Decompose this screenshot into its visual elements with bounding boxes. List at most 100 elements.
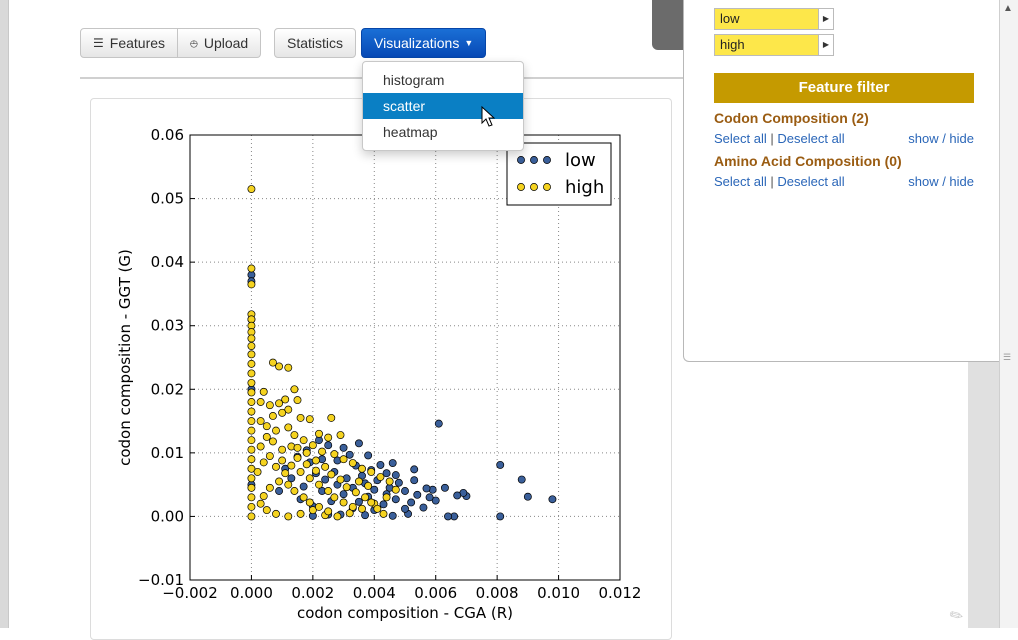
legend-box [506,142,612,206]
group-title-amino-acid[interactable]: Amino Acid Composition (0) [714,153,902,169]
data-point-low [496,460,505,469]
data-point-high [275,362,284,371]
dropdown-item-scatter[interactable]: scatter [363,93,523,119]
data-point-high [382,493,391,502]
visualizations-button[interactable]: Visualizations ▼ [361,28,487,58]
side-panel [683,0,1000,362]
deselect-all-link[interactable]: Deselect all [777,131,845,146]
class-tag-high-label: high [720,37,745,52]
data-point-high [256,398,265,406]
data-point-high [342,483,351,492]
data-point-high [315,502,323,511]
data-point-high [290,385,299,394]
data-point-high [336,475,345,484]
data-point-high [247,334,256,343]
visualizations-dropdown: histogram scatter heatmap [362,61,524,151]
data-point-high [247,185,256,193]
data-point-high [358,504,366,513]
data-point-high [287,461,296,470]
data-point-high [315,429,323,438]
group-title-codon[interactable]: Codon Composition (2) [714,110,869,126]
select-all-link[interactable]: Select all [714,174,767,189]
dropdown-item-histogram[interactable]: histogram [383,72,445,88]
deselect-all-link[interactable]: Deselect all [777,174,845,189]
data-point-high [361,493,370,502]
data-point-high [247,502,256,511]
show-hide-link[interactable]: show / hide [908,174,974,189]
data-point-low [354,497,363,506]
data-point-low [354,439,363,448]
data-point-high [321,462,330,471]
data-point-low [339,443,348,452]
data-point-high [339,455,348,464]
data-point-low [434,419,443,428]
class-tag-low[interactable]: low ▶ [714,8,834,30]
data-point-high [385,477,394,486]
data-point-low [496,512,505,521]
data-point-high [308,506,317,515]
data-point-high [302,460,311,469]
data-point-high [379,509,388,518]
data-point-high [278,408,287,417]
data-point-high [315,480,323,489]
show-hide-link[interactable]: show / hide [908,131,974,146]
link-separator: | [770,174,774,189]
class-tag-high[interactable]: high ▶ [714,34,834,56]
y-tick-label: 0.06 [151,126,184,144]
data-point-high [364,481,373,490]
dropdown-item-heatmap[interactable]: heatmap [383,124,438,140]
data-point-high [373,504,382,513]
data-point-low [517,475,526,484]
x-tick-label: 0.008 [476,584,519,602]
data-point-low [422,484,431,493]
data-point-high [318,447,327,456]
data-point-high [284,405,293,414]
scroll-up-arrow-icon[interactable]: ▲ [1003,3,1013,14]
features-button[interactable]: ☰ Features [80,28,179,58]
chevron-right-icon[interactable]: ▶ [818,9,833,29]
data-point-high [348,502,357,511]
data-point-low [453,491,462,500]
data-point-low [523,492,532,501]
y-tick-label: 0.00 [151,507,184,525]
scroll-grip-icon[interactable]: ☰ [1003,352,1012,362]
x-tick-label: 0.012 [599,584,642,602]
data-point-low [299,482,308,491]
data-point-low [382,469,391,478]
data-point-high [367,498,376,507]
data-point-low [388,511,397,520]
data-point-high [247,474,256,483]
y-tick-label: −0.01 [138,571,184,589]
statistics-button[interactable]: Statistics [274,28,357,58]
data-point-high [284,363,293,372]
data-point-low [407,498,416,507]
scrollbar[interactable] [999,0,1018,628]
x-tick-label: 0.002 [291,584,334,602]
chevron-right-icon[interactable]: ▶ [818,35,833,55]
data-point-high [265,401,274,410]
data-point-high [333,512,342,521]
legend-marker-low [517,156,525,164]
data-point-high [391,485,400,494]
data-point-low [370,485,379,494]
data-point-high [351,488,360,497]
data-point-high [358,464,366,473]
data-point-high [305,415,314,424]
data-point-high [256,499,265,508]
data-point-high [348,459,357,467]
legend-marker-high [530,183,538,191]
data-point-high [247,342,256,351]
legend-label-high: high [565,177,604,198]
features-label: Features [109,35,166,51]
data-point-high [247,388,256,397]
data-point-high [278,456,287,465]
edit-pencil-icon[interactable]: ✎ [946,605,968,628]
plot-card: −0.002 0.000 0.002 0.004 0.006 0.008 0.010 0.01… [90,98,672,640]
data-point-low [391,471,400,480]
data-point-high [247,359,256,368]
data-point-high [268,412,277,420]
select-all-link[interactable]: Select all [714,131,767,146]
upload-button[interactable]: ⦺ Upload [178,28,262,58]
data-point-high [290,431,299,440]
data-point-low [321,475,330,484]
